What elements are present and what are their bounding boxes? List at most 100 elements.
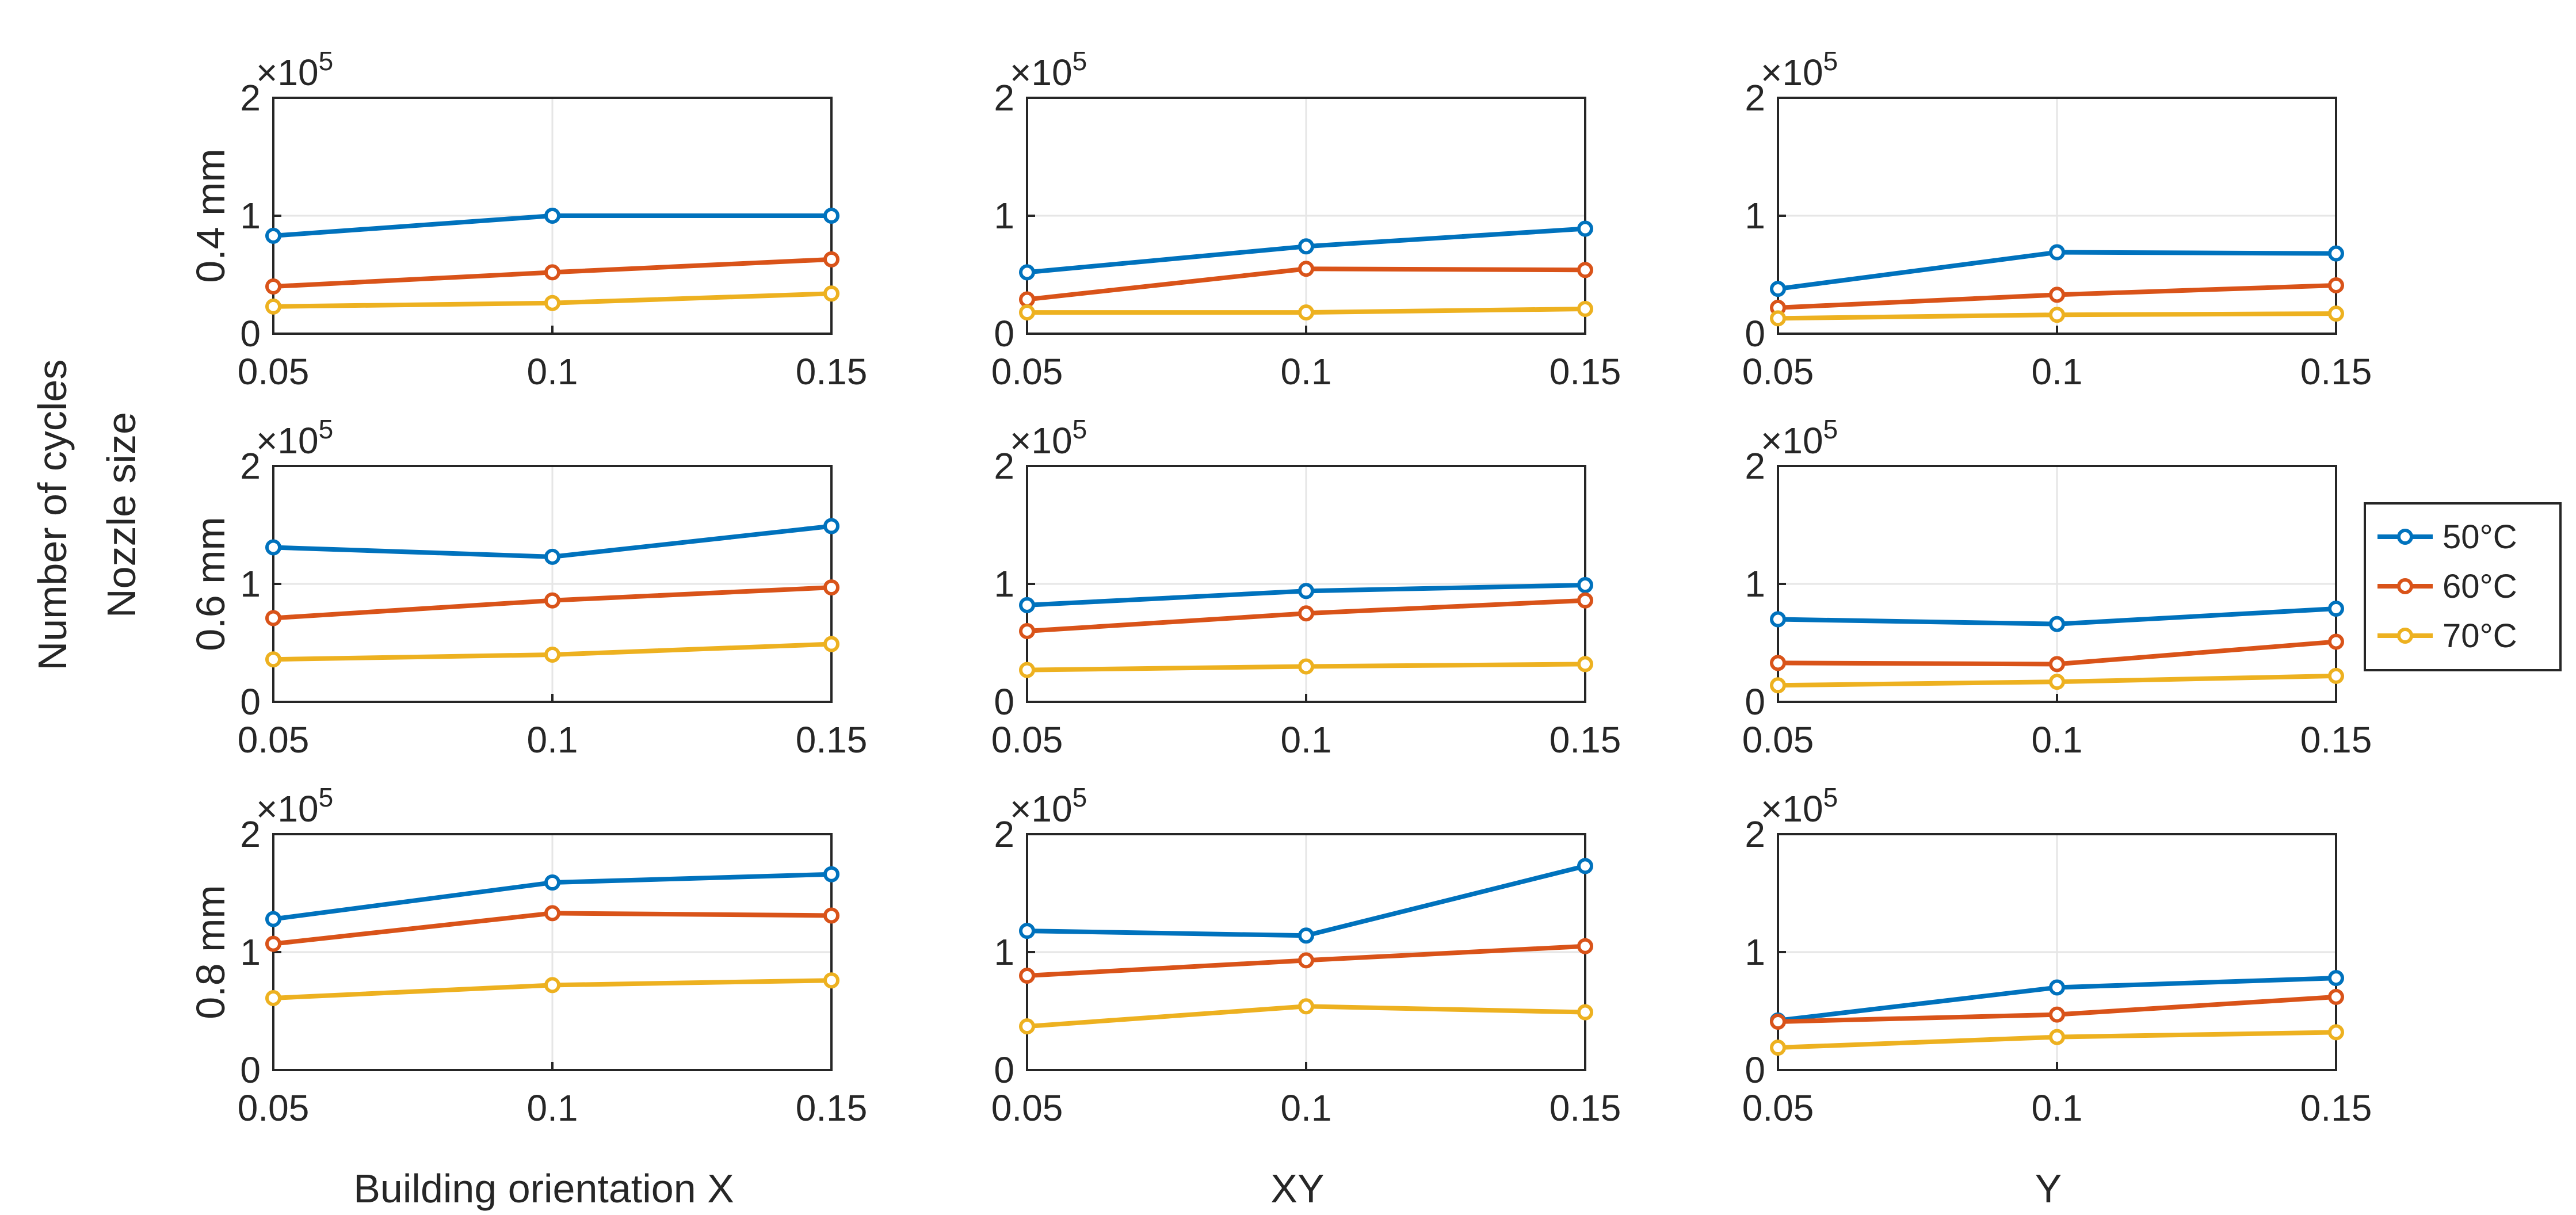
subplot-1-3: 0.05 0.1 0.15 0 1 2×105 <box>1742 46 2372 392</box>
y-tick-label: 2 <box>994 77 1014 119</box>
x-tick-label: 0.15 <box>1550 719 1621 761</box>
y-multiplier-base: ×10 <box>1010 420 1073 461</box>
data-point <box>823 907 839 924</box>
y-multiplier-exponent: 5 <box>1073 414 1087 444</box>
x-tick-label: 0.15 <box>796 719 868 761</box>
data-point <box>265 911 281 927</box>
figure-ylabel-line1: Number of cycles <box>30 360 75 671</box>
y-multiplier: ×105 <box>1761 46 1838 93</box>
data-point <box>823 972 839 989</box>
y-multiplier: ×105 <box>256 46 333 93</box>
data-point <box>265 651 281 668</box>
y-tick-label: 2 <box>240 445 261 487</box>
data-point <box>265 935 281 952</box>
subplot-1-1: 0.05 0.1 0.15 0 1 2×105 0.4 mm <box>188 46 867 392</box>
y-multiplier-exponent: 5 <box>1823 782 1838 812</box>
data-point <box>544 592 560 609</box>
data-point <box>1577 592 1593 609</box>
y-tick-label: 1 <box>1745 563 1765 605</box>
y-tick-label: 2 <box>1745 445 1765 487</box>
y-multiplier: ×105 <box>1010 782 1087 830</box>
data-point <box>1770 1040 1786 1056</box>
y-multiplier-base: ×10 <box>256 420 319 461</box>
data-point <box>544 264 560 281</box>
data-point <box>1019 968 1035 984</box>
y-tick-label: 0 <box>994 313 1014 354</box>
data-point <box>1298 658 1314 675</box>
data-point <box>2328 277 2344 293</box>
data-point <box>2049 979 2065 996</box>
data-point <box>823 518 839 534</box>
y-tick-label: 2 <box>1745 813 1765 855</box>
data-point <box>823 208 839 224</box>
y-multiplier: ×105 <box>1010 46 1087 93</box>
y-multiplier-base: ×10 <box>256 52 319 93</box>
y-tick-label: 2 <box>994 813 1014 855</box>
y-multiplier-base: ×10 <box>256 788 319 830</box>
legend-label: 70°C <box>2443 617 2517 655</box>
data-point <box>265 227 281 244</box>
y-multiplier: ×105 <box>1761 782 1838 830</box>
y-multiplier-exponent: 5 <box>319 414 334 444</box>
data-point <box>2328 633 2344 650</box>
y-multiplier-base: ×10 <box>1010 52 1073 93</box>
data-point <box>1019 304 1035 321</box>
y-tick-label: 0 <box>994 1049 1014 1091</box>
data-point <box>823 579 839 596</box>
y-multiplier-base: ×10 <box>1010 788 1073 830</box>
y-tick-label: 1 <box>1745 931 1765 973</box>
y-tick-label: 1 <box>994 195 1014 236</box>
legend-swatch-marker <box>2397 578 2413 594</box>
y-tick-label: 1 <box>1745 195 1765 236</box>
data-point <box>823 636 839 652</box>
x-tick-label: 0.1 <box>1281 719 1332 761</box>
data-point <box>2049 616 2065 632</box>
data-point <box>544 208 560 224</box>
data-point <box>1298 927 1314 944</box>
legend-swatch-marker <box>2397 529 2413 545</box>
data-point <box>1577 1004 1593 1021</box>
y-multiplier-exponent: 5 <box>1823 414 1838 444</box>
x-tick-label: 0.05 <box>991 351 1063 392</box>
legend-label: 60°C <box>2443 568 2517 605</box>
y-tick-label: 1 <box>240 931 261 973</box>
data-point <box>2049 307 2065 323</box>
y-tick-label: 2 <box>994 445 1014 487</box>
data-point <box>1019 1018 1035 1035</box>
subplot-3-2: 0.05 0.1 0.15 0 1 2×105 <box>991 782 1621 1129</box>
x-tick-label: 0.05 <box>991 1087 1063 1129</box>
data-point <box>2328 305 2344 322</box>
y-multiplier-base: ×10 <box>1761 52 1823 93</box>
figure-ylabel-line2: Nozzle size <box>99 412 144 618</box>
data-point <box>2328 667 2344 684</box>
data-point <box>2049 656 2065 673</box>
subplot-3-1: 0.05 0.1 0.15 0 1 2×105 0.8 mm <box>188 782 867 1129</box>
x-tick-label: 0.1 <box>527 719 578 761</box>
data-point <box>1770 281 1786 297</box>
legend-swatch-marker <box>2397 628 2413 644</box>
y-tick-label: 0 <box>1745 1049 1765 1091</box>
data-point <box>1298 998 1314 1015</box>
x-tick-label: 0.05 <box>1742 351 1814 392</box>
data-point <box>265 610 281 626</box>
y-multiplier-base: ×10 <box>1761 788 1823 830</box>
data-point <box>2328 601 2344 617</box>
x-tick-label: 0.15 <box>2300 719 2372 761</box>
x-tick-label: 0.15 <box>2300 1087 2372 1129</box>
data-point <box>544 647 560 663</box>
data-point <box>823 866 839 882</box>
y-tick-label: 2 <box>240 77 261 119</box>
data-point <box>1298 583 1314 599</box>
data-point <box>2049 244 2065 261</box>
x-tick-label: 0.1 <box>2032 1087 2083 1129</box>
subplot-2-1: 0.05 0.1 0.15 0 1 2×105 0.6 mm <box>188 414 867 761</box>
legend: 50°C 60°C 70°C <box>2364 502 2562 671</box>
x-tick-label: 0.1 <box>2032 351 2083 392</box>
data-point <box>544 977 560 994</box>
y-multiplier-exponent: 5 <box>319 46 334 76</box>
y-multiplier-exponent: 5 <box>1823 46 1838 76</box>
data-point <box>1298 605 1314 622</box>
data-point <box>1577 858 1593 874</box>
x-tick-label: 0.05 <box>1742 719 1814 761</box>
